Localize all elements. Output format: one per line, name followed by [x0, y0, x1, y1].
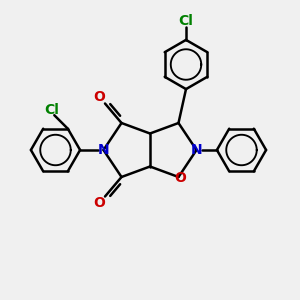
Text: O: O: [94, 90, 106, 104]
Text: Cl: Cl: [44, 103, 59, 117]
Text: N: N: [98, 143, 109, 157]
Text: O: O: [174, 172, 186, 185]
Text: O: O: [94, 196, 106, 210]
Text: Cl: Cl: [178, 14, 194, 28]
Text: N: N: [191, 143, 202, 157]
